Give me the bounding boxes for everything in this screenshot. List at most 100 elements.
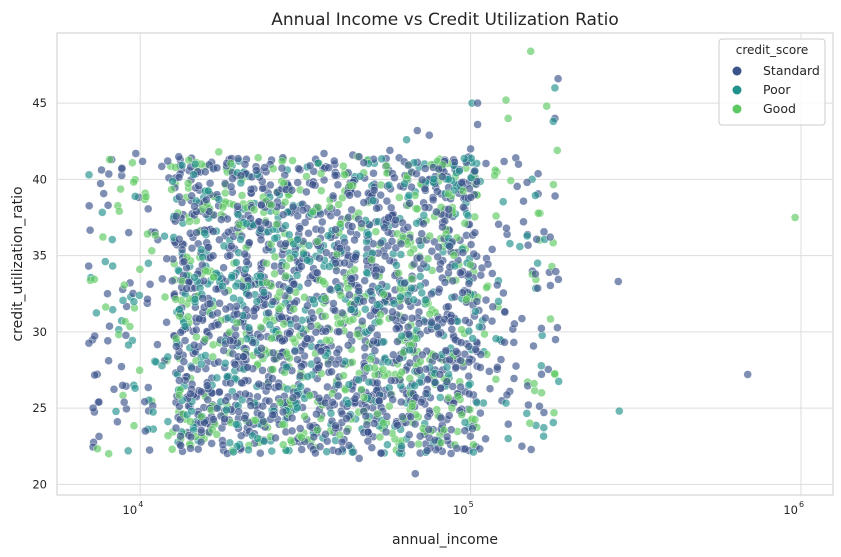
data-point-poor bbox=[111, 407, 121, 416]
data-point-standard bbox=[245, 238, 254, 247]
data-point-standard bbox=[319, 149, 329, 158]
data-point-standard bbox=[369, 336, 378, 346]
data-point-poor bbox=[409, 295, 418, 305]
data-point-standard bbox=[194, 181, 203, 191]
data-point-good bbox=[274, 304, 284, 314]
data-point-standard bbox=[488, 302, 498, 312]
data-point-good bbox=[318, 277, 328, 286]
data-point-good bbox=[186, 417, 195, 426]
data-point-standard bbox=[526, 445, 536, 454]
data-point-poor bbox=[304, 241, 314, 250]
data-point-standard bbox=[372, 378, 382, 388]
data-point-good bbox=[209, 272, 218, 282]
data-point-poor bbox=[92, 308, 101, 318]
data-point-standard bbox=[335, 243, 345, 253]
data-point-standard bbox=[328, 191, 338, 201]
data-point-good bbox=[317, 186, 326, 195]
data-point-standard bbox=[431, 351, 440, 361]
data-point-poor bbox=[222, 405, 231, 415]
data-point-standard bbox=[271, 433, 280, 443]
data-point-standard bbox=[416, 397, 426, 407]
data-point-standard bbox=[171, 211, 181, 221]
data-point-standard bbox=[219, 263, 228, 272]
data-point-good bbox=[490, 171, 499, 180]
data-point-standard bbox=[502, 223, 511, 233]
data-point-standard bbox=[296, 371, 305, 381]
data-point-standard bbox=[300, 218, 310, 227]
data-point-standard bbox=[446, 317, 456, 326]
data-point-standard bbox=[535, 402, 544, 411]
data-point-standard bbox=[464, 371, 473, 381]
data-point-standard bbox=[415, 366, 424, 375]
data-point-standard bbox=[487, 245, 497, 254]
data-point-poor bbox=[123, 446, 133, 456]
data-point-standard bbox=[445, 241, 454, 251]
data-point-good bbox=[270, 269, 279, 279]
data-point-good bbox=[406, 248, 415, 258]
data-point-standard bbox=[458, 248, 468, 257]
data-point-standard bbox=[264, 382, 273, 392]
data-point-good bbox=[147, 246, 157, 256]
data-point-good bbox=[529, 379, 539, 388]
data-point-poor bbox=[303, 372, 312, 381]
data-point-standard bbox=[476, 363, 485, 372]
data-point-standard bbox=[145, 445, 154, 455]
data-point-standard bbox=[179, 257, 189, 266]
data-point-standard bbox=[143, 294, 152, 304]
data-point-poor bbox=[460, 418, 470, 427]
data-point-standard bbox=[345, 191, 354, 200]
data-point-standard bbox=[193, 444, 203, 454]
data-point-poor bbox=[190, 159, 200, 169]
data-point-standard bbox=[345, 290, 354, 300]
data-point-standard bbox=[391, 215, 400, 225]
data-point-standard bbox=[239, 352, 248, 361]
data-point-standard bbox=[203, 395, 212, 405]
data-point-standard bbox=[236, 171, 246, 180]
data-point-standard bbox=[236, 431, 246, 440]
data-point-poor bbox=[241, 264, 250, 274]
data-point-standard bbox=[448, 382, 458, 391]
data-point-standard bbox=[162, 254, 171, 263]
data-point-standard bbox=[176, 441, 185, 450]
data-point-good bbox=[425, 231, 434, 241]
data-point-standard bbox=[285, 329, 294, 338]
data-point-good bbox=[212, 430, 222, 439]
data-point-standard bbox=[354, 286, 364, 296]
data-point-poor bbox=[464, 380, 474, 390]
data-point-good bbox=[436, 438, 446, 448]
data-point-standard bbox=[311, 328, 321, 337]
data-point-standard bbox=[288, 202, 298, 212]
data-point-standard bbox=[104, 356, 113, 365]
data-point-standard bbox=[213, 308, 222, 318]
data-point-poor bbox=[384, 383, 394, 392]
data-point-standard bbox=[460, 426, 470, 435]
data-point-standard bbox=[175, 376, 184, 385]
data-point-standard bbox=[246, 185, 256, 194]
data-point-standard bbox=[387, 237, 397, 246]
data-point-standard bbox=[233, 154, 243, 163]
data-point-standard bbox=[361, 411, 371, 421]
data-point-standard bbox=[186, 432, 196, 442]
data-point-poor bbox=[163, 352, 173, 362]
data-point-good bbox=[457, 325, 466, 334]
data-point-good bbox=[183, 179, 193, 188]
data-point-good bbox=[526, 47, 535, 56]
data-point-poor bbox=[396, 292, 405, 302]
data-point-standard bbox=[412, 169, 421, 179]
data-point-poor bbox=[98, 208, 107, 217]
data-point-standard bbox=[466, 193, 476, 202]
data-point-standard bbox=[337, 308, 347, 318]
data-point-standard bbox=[385, 146, 395, 155]
data-point-poor bbox=[219, 241, 229, 251]
data-point-poor bbox=[293, 403, 302, 413]
data-point-good bbox=[171, 294, 181, 304]
data-point-standard bbox=[208, 251, 218, 261]
data-point-standard bbox=[388, 307, 397, 317]
data-point-standard bbox=[243, 363, 252, 372]
data-point-standard bbox=[145, 280, 155, 289]
data-point-standard bbox=[512, 182, 522, 191]
data-point-standard bbox=[381, 427, 391, 437]
data-point-standard bbox=[354, 454, 364, 463]
x-tick-exponent: 4 bbox=[138, 500, 143, 509]
data-point-poor bbox=[537, 361, 546, 370]
